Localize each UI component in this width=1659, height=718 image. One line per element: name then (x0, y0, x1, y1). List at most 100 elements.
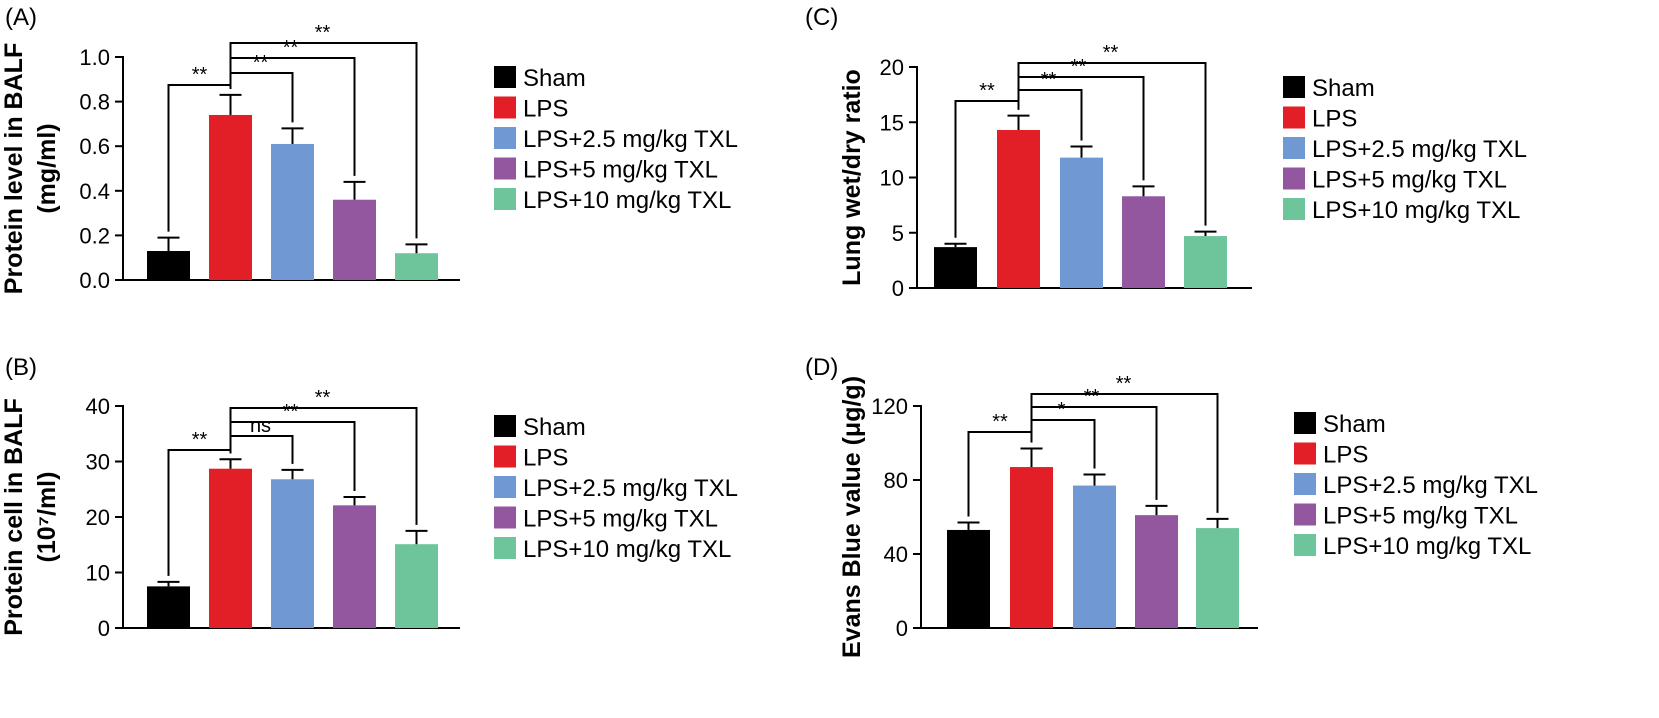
bar (934, 247, 977, 288)
significance-bracket (229, 72, 294, 123)
y-tick-label: 0.4 (79, 179, 110, 204)
panel-label: (B) (5, 354, 37, 381)
legend-label: LPS+2.5 mg/kg TXL (1312, 136, 1527, 163)
significance-bracket (229, 42, 418, 239)
bar (271, 143, 314, 280)
significance-label: ** (979, 80, 995, 102)
bar (209, 468, 252, 628)
legend-swatch (494, 66, 516, 88)
y-tick-label: 20 (86, 505, 110, 530)
panel-label: (A) (5, 4, 37, 31)
bar (395, 544, 438, 628)
significance-label: ns (250, 415, 271, 437)
legend-label: LPS+5 mg/kg TXL (523, 157, 718, 184)
legend-swatch (494, 157, 516, 180)
significance-bracket (1030, 393, 1219, 513)
chart-panel: (A) 0.0 0.2 0.4 0.6 0.8 1.0 Protein level in BA… (0, 4, 738, 294)
y-tick-label: 0 (98, 616, 110, 641)
bar (209, 114, 252, 280)
y-tick-label: 20 (880, 55, 904, 80)
y-axis-title: (10⁷/ml) (33, 472, 61, 563)
y-tick-label: 15 (880, 110, 904, 135)
legend-label: LPS (523, 445, 568, 472)
bar (1196, 528, 1239, 628)
y-tick-label: 1.0 (79, 45, 110, 70)
panel-label: (D) (805, 354, 838, 381)
legend-label: LPS+2.5 mg/kg TXL (523, 126, 738, 153)
legend-swatch (1294, 503, 1316, 526)
y-axis-title: Lung wet/dry ratio (838, 69, 866, 286)
significance-label: ** (1116, 373, 1132, 395)
y-tick-label: 40 (884, 542, 908, 567)
legend-swatch (494, 537, 516, 559)
legend-label: LPS+2.5 mg/kg TXL (523, 475, 738, 502)
legend-label: Sham (1312, 75, 1375, 102)
bar (333, 199, 376, 280)
significance-label: ** (315, 22, 331, 44)
y-axis-title: Protein cell in BALF (0, 398, 28, 636)
y-tick-label: 0.6 (79, 134, 110, 159)
chart-panel: (C) 0 5 10 15 20 Lung wet/dry ratio ** ** ** ** Sha… (805, 4, 1527, 301)
legend-swatch (494, 476, 516, 498)
bar (1010, 467, 1053, 628)
y-tick-label: 5 (892, 221, 904, 246)
legend-label: Sham (523, 65, 586, 92)
significance-bracket (1030, 419, 1096, 469)
legend-swatch (494, 415, 516, 437)
y-tick-label: 0 (892, 276, 904, 301)
legend-label: LPS+10 mg/kg TXL (523, 187, 731, 214)
y-axis-title: Protein level in BALF (0, 43, 28, 294)
legend-label: LPS (523, 96, 568, 123)
y-axis-title: Evans Blue value (μg/g) (838, 376, 866, 658)
legend-swatch (494, 445, 516, 468)
bar (395, 253, 438, 280)
legend-label: LPS (1312, 106, 1357, 133)
legend-swatch (494, 96, 516, 119)
significance-label: ** (283, 401, 299, 423)
legend-swatch (1283, 137, 1305, 159)
bar (1060, 157, 1103, 288)
bar (271, 479, 314, 628)
y-axis-title: (mg/ml) (33, 123, 61, 213)
bar (947, 529, 990, 628)
legend-label: Sham (523, 414, 586, 441)
bar (333, 505, 376, 628)
legend-label: LPS+5 mg/kg TXL (1323, 503, 1518, 530)
y-tick-label: 10 (86, 561, 110, 586)
significance-label: ** (315, 387, 331, 409)
legend-label: LPS+10 mg/kg TXL (1323, 533, 1531, 560)
legend-swatch (494, 188, 516, 210)
y-tick-label: 40 (86, 394, 110, 419)
y-tick-label: 80 (884, 468, 908, 493)
legend-label: LPS+5 mg/kg TXL (523, 506, 718, 533)
legend-swatch (1294, 442, 1316, 465)
y-tick-label: 30 (86, 450, 110, 475)
bar (1122, 196, 1165, 288)
legend-label: LPS+10 mg/kg TXL (523, 536, 731, 563)
legend-label: LPS+10 mg/kg TXL (1312, 197, 1520, 224)
legend-label: Sham (1323, 411, 1386, 438)
bar (1073, 485, 1116, 628)
legend-swatch (1283, 167, 1305, 190)
y-tick-label: 10 (880, 166, 904, 191)
y-tick-label: 0 (896, 616, 908, 641)
significance-bracket (1017, 62, 1207, 226)
significance-label: ** (283, 37, 299, 59)
panel-label: (C) (805, 4, 838, 31)
y-tick-label: 120 (871, 394, 908, 419)
legend-swatch (1283, 198, 1305, 220)
chart-panel: (B) 0 10 20 30 40 Protein cell in BALF (10⁷/ml)… (0, 354, 738, 641)
legend-label: LPS+2.5 mg/kg TXL (1323, 472, 1538, 499)
bar (997, 129, 1040, 288)
bar (147, 251, 190, 280)
significance-label: ** (253, 52, 269, 74)
significance-label: ** (1103, 42, 1119, 64)
legend-swatch (1294, 473, 1316, 495)
significance-label: ** (992, 411, 1008, 433)
significance-label: ** (1084, 386, 1100, 408)
bar (1184, 236, 1227, 288)
legend-swatch (494, 506, 516, 529)
y-tick-label: 0.2 (79, 223, 110, 248)
legend-label: LPS+5 mg/kg TXL (1312, 167, 1507, 194)
